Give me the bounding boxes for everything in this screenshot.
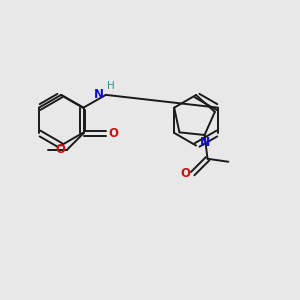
Text: H: H (107, 81, 115, 91)
Text: O: O (180, 167, 190, 180)
Text: O: O (108, 127, 118, 140)
Text: O: O (56, 143, 66, 156)
Text: N: N (94, 88, 104, 101)
Text: N: N (200, 136, 210, 149)
